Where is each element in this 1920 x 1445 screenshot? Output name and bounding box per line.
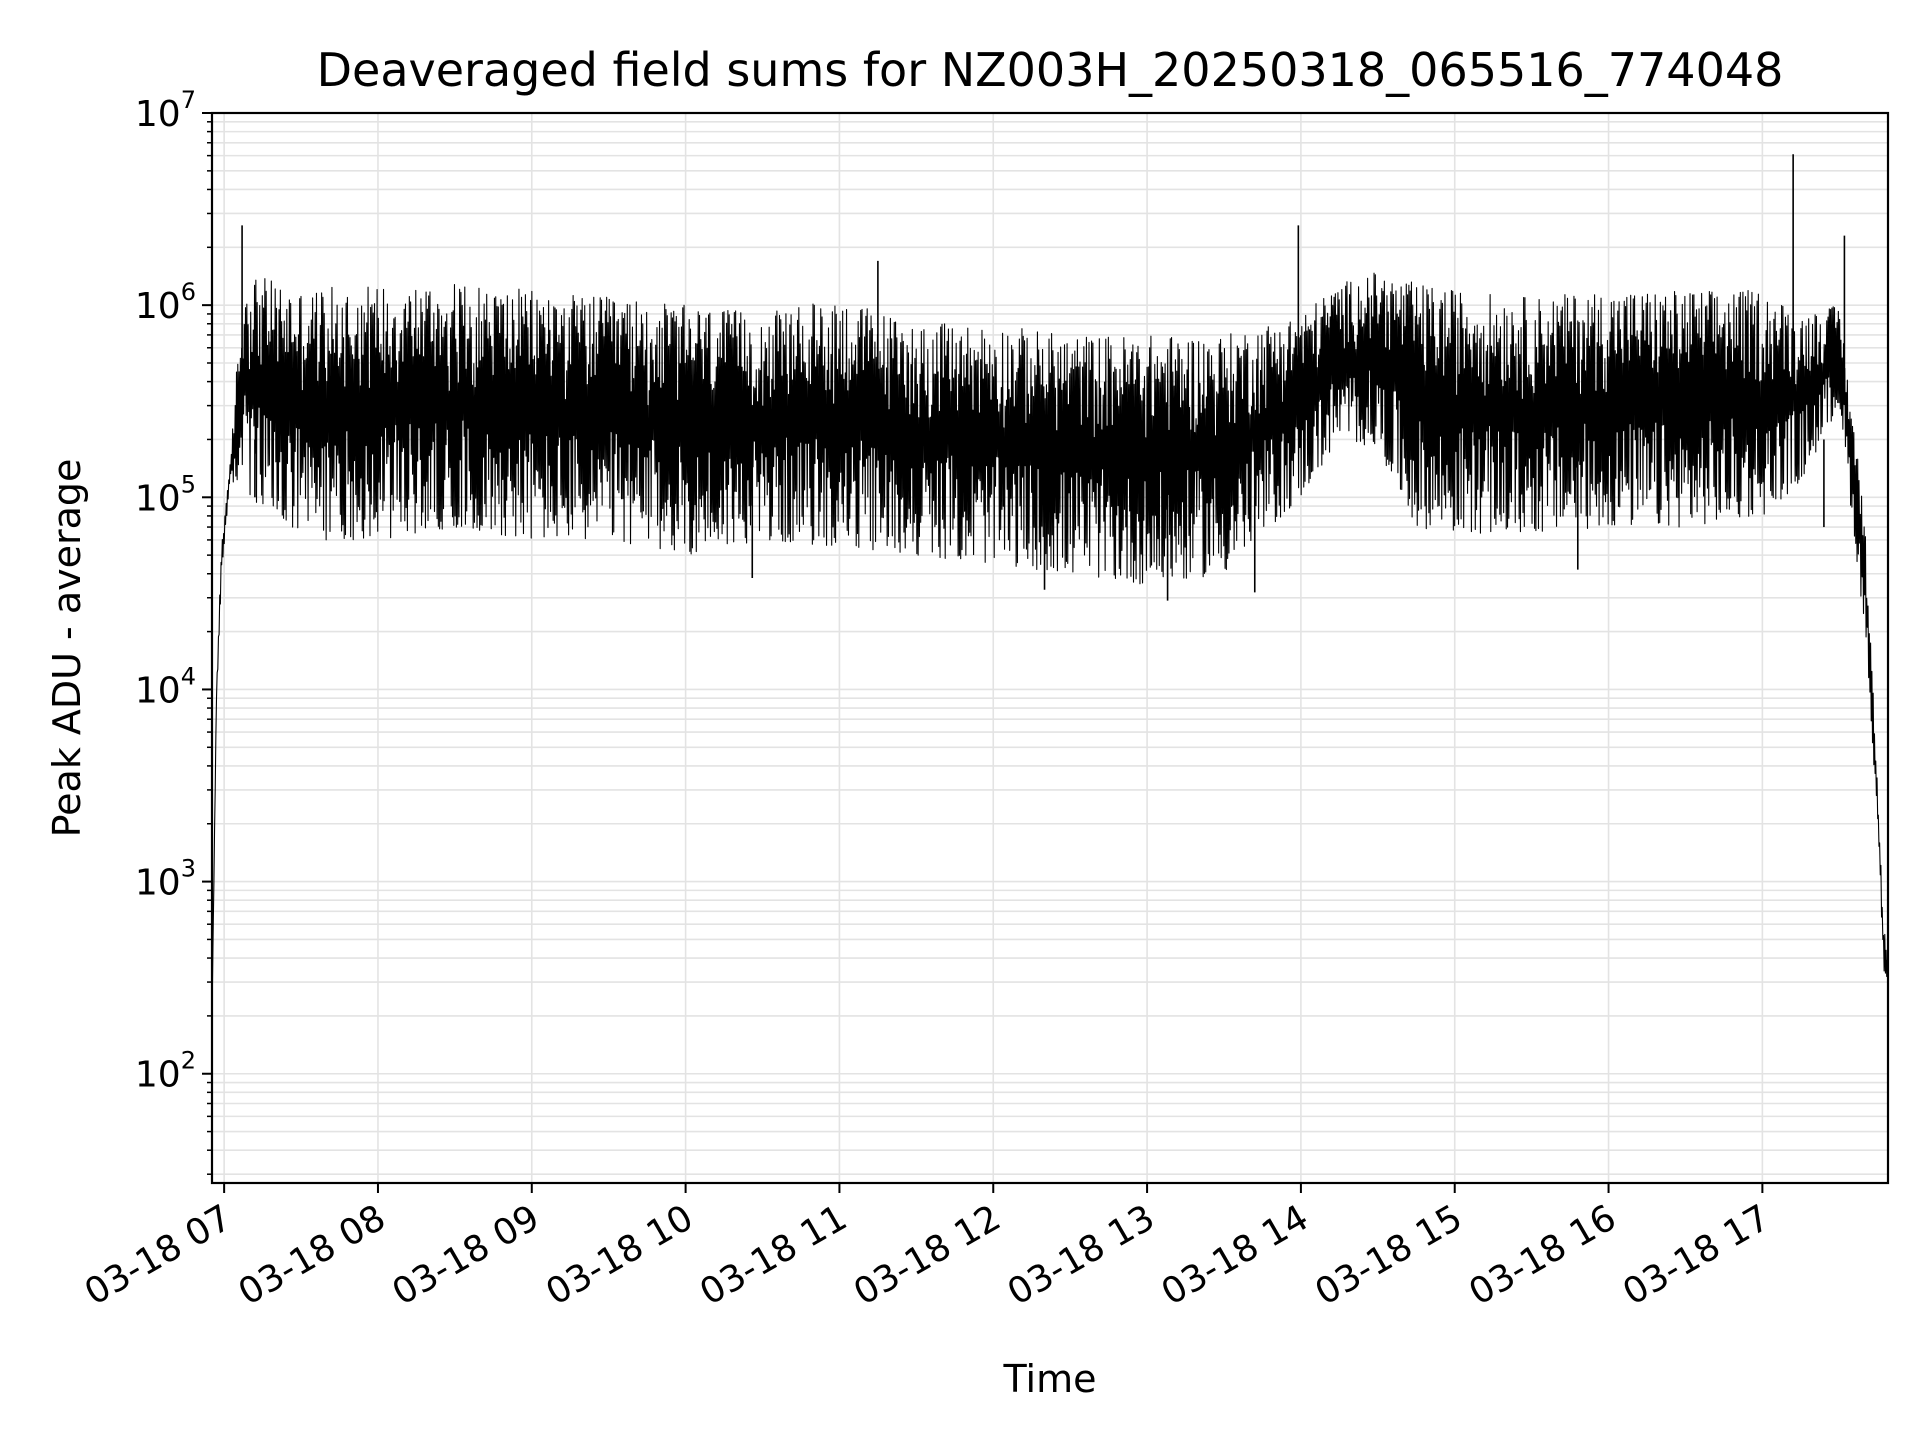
plot-area-frame — [210, 111, 1890, 1185]
chart-title: Deaveraged field sums for NZ003H_2025031… — [317, 43, 1784, 97]
y-tick-label: 104 — [135, 662, 196, 711]
y-tick-label: 105 — [135, 470, 196, 519]
y-tick-label: 103 — [135, 855, 196, 904]
series-line — [211, 272, 1889, 1016]
y-axis-label: Peak ADU - average — [45, 459, 89, 838]
y-tick-label: 102 — [135, 1047, 196, 1096]
y-tick-label: 107 — [135, 86, 196, 135]
x-axis-label: Time — [1003, 1357, 1097, 1401]
y-tick-label: 106 — [135, 278, 196, 327]
data-layer — [211, 154, 1889, 1016]
